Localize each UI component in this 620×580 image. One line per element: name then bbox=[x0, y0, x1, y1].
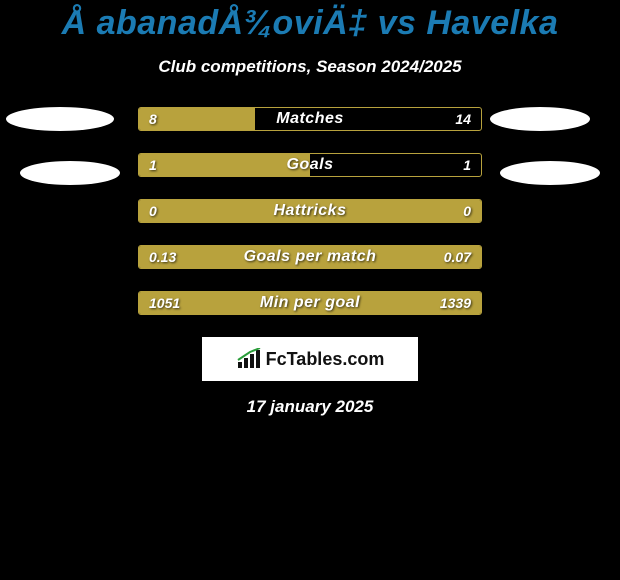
stat-right-value: 1339 bbox=[440, 292, 471, 314]
stat-row: 1Goals1 bbox=[138, 153, 482, 177]
decor-ellipse bbox=[490, 107, 590, 131]
stat-right-value: 0 bbox=[463, 200, 471, 222]
stat-row: 0Hattricks0 bbox=[138, 199, 482, 223]
page-title: Å abanadÅ¾oviÄ‡ vs Havelka bbox=[0, 0, 620, 43]
brand-box: FcTables.com bbox=[202, 337, 418, 381]
page-subtitle: Club competitions, Season 2024/2025 bbox=[0, 57, 620, 77]
comparison-infographic: Å abanadÅ¾oviÄ‡ vs Havelka Club competit… bbox=[0, 0, 620, 580]
stat-label: Matches bbox=[139, 108, 481, 130]
decor-ellipse bbox=[500, 161, 600, 185]
chart-area: 8Matches14 1Goals1 0Hattricks0 0.13Goals pe… bbox=[0, 107, 620, 315]
stat-label: Min per goal bbox=[139, 292, 481, 314]
stat-row: 8Matches14 bbox=[138, 107, 482, 131]
stat-row: 0.13Goals per match0.07 bbox=[138, 245, 482, 269]
stat-label: Hattricks bbox=[139, 200, 481, 222]
date-text: 17 january 2025 bbox=[0, 397, 620, 417]
stat-label: Goals per match bbox=[139, 246, 481, 268]
decor-ellipse bbox=[6, 107, 114, 131]
stat-right-value: 1 bbox=[463, 154, 471, 176]
stat-right-value: 14 bbox=[455, 108, 471, 130]
brand-chart-icon bbox=[236, 348, 262, 370]
decor-ellipse bbox=[20, 161, 120, 185]
stat-right-value: 0.07 bbox=[444, 246, 471, 268]
stat-row: 1051Min per goal1339 bbox=[138, 291, 482, 315]
brand-text: FcTables.com bbox=[266, 349, 385, 370]
stat-label: Goals bbox=[139, 154, 481, 176]
